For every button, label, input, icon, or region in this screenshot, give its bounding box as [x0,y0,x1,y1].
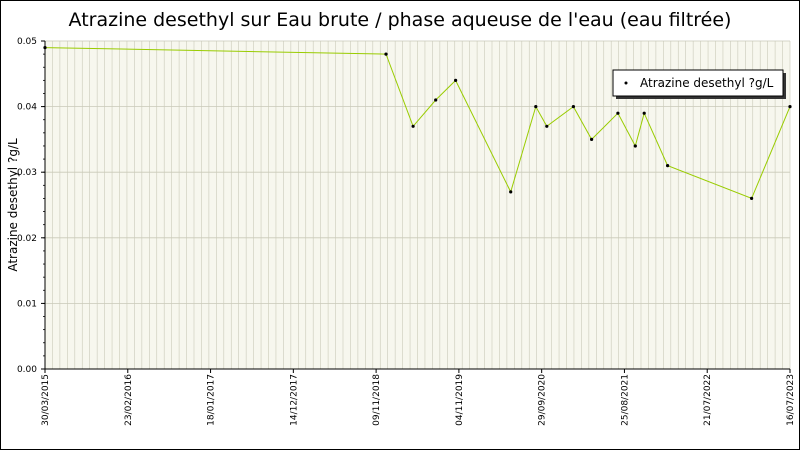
x-tick-label: 14/12/2017 [289,374,299,426]
data-point [590,137,594,141]
data-point [411,124,415,128]
data-point [545,124,549,128]
x-tick-label: 16/07/2023 [786,374,796,426]
legend-marker [624,81,628,85]
data-point [434,98,438,102]
x-tick-label: 09/11/2018 [372,374,382,426]
y-tick-label: 0.05 [17,37,37,47]
data-point [633,144,637,148]
data-point [788,105,792,109]
x-tick-label: 21/07/2022 [703,374,713,426]
data-point [750,196,754,200]
y-tick-label: 0.01 [17,299,37,309]
chart-title: Atrazine desethyl sur Eau brute / phase … [69,9,732,31]
data-point [454,78,458,82]
x-ticks: 30/03/2015 23/02/2016 18/01/2017 14/12/2017… [41,369,796,426]
data-point [616,111,620,115]
data-point [509,190,513,194]
y-tick-label: 0.03 [17,168,37,178]
legend-label: Atrazine desethyl ?g/L [640,76,774,90]
y-ticks: 0.00 0.01 0.02 0.03 0.04 0.05 [17,37,45,375]
y-tick-label: 0.00 [17,365,37,375]
x-tick-label: 29/09/2020 [538,374,548,426]
data-point [534,105,538,109]
data-point [642,111,646,115]
y-tick-label: 0.04 [17,103,37,113]
x-tick-label: 30/03/2015 [41,374,51,426]
x-tick-label: 04/11/2019 [455,374,465,426]
y-tick-label: 0.02 [17,234,37,244]
data-point [666,164,670,168]
data-point [384,52,388,56]
x-tick-label: 25/08/2021 [620,374,630,426]
legend: Atrazine desethyl ?g/L [612,69,786,99]
y-axis-label: Atrazine desethyl ?g/L [6,138,20,272]
data-point [43,46,47,50]
series-group [43,46,792,200]
series-line [44,47,791,200]
x-tick-label: 23/02/2016 [124,374,134,426]
data-point [571,105,576,109]
x-tick-label: 18/01/2017 [207,374,217,426]
legend-box [612,69,784,97]
